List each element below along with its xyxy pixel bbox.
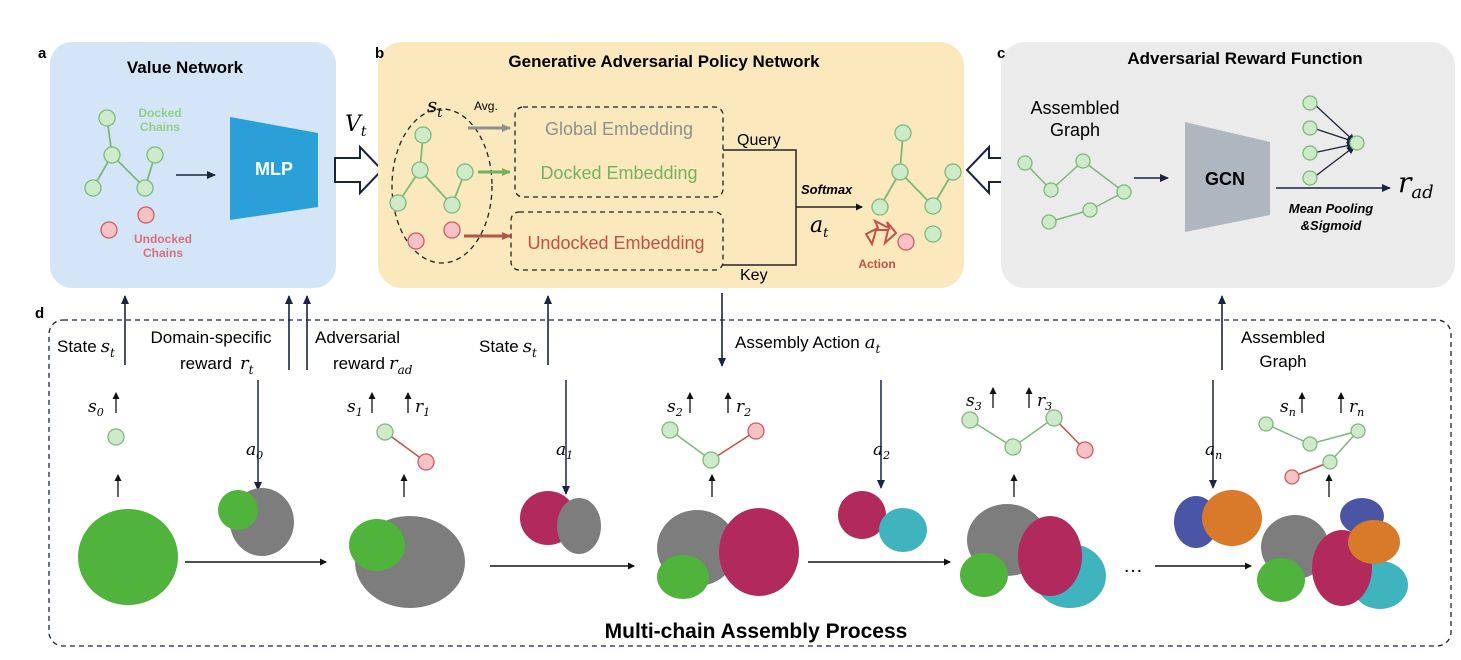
adversarial-reward-label: reward rad — [333, 353, 413, 377]
gcn-label: GCN — [1205, 169, 1245, 189]
state-symbol-b: st — [427, 93, 443, 121]
panel-c-reward-function: c Adversarial Reward Function Assembled G… — [997, 42, 1455, 288]
action-down-arrows — [254, 380, 1217, 495]
svg-text:a1: a1 — [556, 440, 573, 462]
graph-s0 — [107, 428, 125, 446]
svg-text:s2: s2 — [667, 397, 683, 419]
softmax-label: Softmax — [801, 182, 853, 197]
process-arrows — [185, 558, 1252, 570]
protein-complex-a2 — [838, 491, 927, 552]
panel-a-value-network: a Value Network Docked Chains Undocked Cha… — [38, 42, 336, 288]
state-undocked-nodes — [407, 221, 461, 250]
query-label: Query — [737, 132, 781, 149]
undocked-nodes — [100, 206, 155, 239]
key-label: Key — [740, 267, 768, 284]
svg-text:s3: s3 — [966, 391, 982, 413]
panel-b-letter: b — [375, 45, 384, 62]
state-label-2: State st — [479, 336, 537, 360]
assembled-graph-c: Assembled Graph — [1030, 98, 1119, 140]
ellipsis: … — [1123, 555, 1143, 577]
undocked-embedding: Undocked Embedding — [527, 233, 704, 253]
svg-text:r3: r3 — [1037, 391, 1052, 413]
panel-d-letter: d — [35, 305, 44, 322]
docked-graph-nodes — [84, 109, 164, 197]
value-symbol: Vt — [345, 112, 367, 140]
protein-step-3 — [960, 504, 1106, 608]
protein-complex-a1 — [520, 491, 601, 554]
panel-b-policy-network: b Generative Adversarial Policy Network … — [375, 42, 964, 288]
protein-step-n — [1257, 498, 1408, 609]
protein-step-2 — [657, 508, 799, 599]
query-box — [514, 106, 724, 198]
svg-text:sn: sn — [1280, 397, 1296, 419]
graph-s3 — [961, 409, 1094, 459]
small-up-arrows — [112, 387, 1345, 497]
svg-text:s0: s0 — [88, 397, 104, 419]
protein-complex-a0 — [218, 488, 294, 556]
svg-text:r2: r2 — [736, 397, 751, 419]
gcn-trapezoid — [1185, 122, 1270, 232]
mlp-trapezoid — [230, 117, 318, 220]
assembled-graph-nodes — [1017, 153, 1132, 230]
docked-chains-label-text: Docked Chains — [138, 106, 181, 134]
avg-label: Avg. — [474, 99, 498, 113]
svg-text:a0: a0 — [246, 440, 263, 462]
pooling-nodes — [1302, 95, 1365, 186]
global-embedding: Global Embedding — [545, 119, 693, 139]
domain-reward-label: reward rt — [180, 353, 254, 377]
protein-complex-an — [1174, 490, 1262, 548]
protein-step-1 — [349, 516, 465, 608]
panel-c-title: Adversarial Reward Function — [1127, 49, 1362, 68]
state-graph-nodes — [389, 126, 474, 214]
graph-s2 — [661, 421, 765, 469]
svg-text:s1: s1 — [347, 397, 363, 419]
step-symbols: s0 s1 r1 s2 r2 s3 r3 sn rn a0 a1 a2 an — [88, 391, 1364, 462]
domain-specific-label: Domain-specific — [151, 328, 272, 347]
pooling-label: Mean Pooling &Sigmoid — [1289, 201, 1374, 233]
panel-d-assembly-process: d Multi-chain Assembly Process State st D… — [35, 293, 1452, 647]
result-graph-nodes — [871, 124, 962, 243]
svg-text:r1: r1 — [415, 397, 430, 419]
panel-d-title: Multi-chain Assembly Process — [605, 620, 908, 643]
graph-sn — [1258, 416, 1366, 485]
undocked-chains-label-text: Undocked Chains — [134, 232, 192, 260]
action-label: Action — [858, 257, 895, 271]
svg-text:rn: rn — [1349, 397, 1364, 419]
value-arrow: Vt — [334, 112, 384, 196]
panel-a-letter: a — [38, 45, 47, 62]
panel-c-letter: c — [997, 45, 1005, 62]
state-label-1: State st — [57, 336, 115, 360]
selected-undocked-node — [897, 233, 915, 251]
action-hollow-arrow — [864, 218, 898, 247]
adversarial-label: Adversarial — [315, 328, 400, 347]
action-symbol: at — [810, 213, 829, 241]
panel-a-title: Value Network — [127, 58, 244, 77]
panel-b-title: Generative Adversarial Policy Network — [508, 52, 820, 71]
assembled-graph-d: Assembled Graph — [1241, 328, 1325, 371]
docked-embedding: Docked Embedding — [540, 163, 697, 183]
reward-symbol: rad — [1398, 166, 1434, 203]
graph-s1 — [376, 423, 435, 471]
assembly-action-label: Assembly Action at — [735, 332, 880, 356]
state-ellipse — [391, 108, 493, 264]
mlp-label: MLP — [255, 159, 293, 179]
feedback-arrows — [121, 295, 1226, 370]
protein-step-0 — [78, 509, 178, 605]
key-box — [510, 211, 724, 271]
